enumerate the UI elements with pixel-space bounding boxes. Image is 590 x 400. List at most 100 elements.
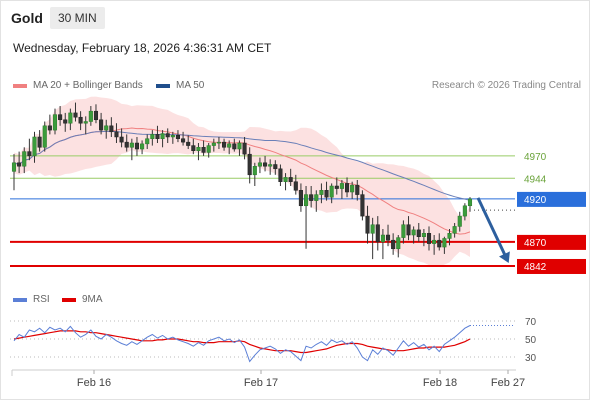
candle-body-up [283,177,288,182]
candle-body-down [360,194,365,217]
candle [350,181,355,199]
forecast-arrow-shaft [476,197,509,261]
candle [165,128,170,143]
bollinger-band [14,96,470,267]
candle [42,121,47,152]
candle [93,104,99,124]
candle [442,236,447,254]
ma9-swatch [62,297,76,302]
candle [380,229,385,260]
candle-body-down [119,136,124,143]
candle-body-up [370,224,375,234]
candle [437,233,442,251]
ma20-swatch [13,83,27,88]
candle-body-up [421,233,426,237]
candle [124,134,129,152]
candle-body-up [319,190,324,195]
rsi-line [13,325,471,363]
candle [191,138,196,155]
candle [114,123,119,143]
candle [462,203,467,221]
candle [426,226,432,251]
candle [355,179,360,201]
ma50-line [13,130,471,201]
forecast-arrow-head [499,251,510,264]
rsi-tick-50: 50 [525,335,537,346]
candle [104,119,109,139]
candle [324,181,329,201]
candle-body-up [329,185,334,198]
candle [344,177,350,198]
candle [304,186,309,249]
candle-body-up [442,238,447,248]
candle-body-down [27,151,32,157]
candle [99,112,104,135]
candle [391,233,396,255]
candle-body-down [273,164,278,170]
rsi-swatch [13,297,27,302]
candle [329,183,334,204]
ma50-label: MA 50 [176,80,205,91]
candle-body-up [380,234,385,243]
candle-body-up [339,183,344,189]
candle [416,222,421,242]
candle [263,155,268,172]
forecast-layer [476,197,510,264]
candle [222,138,227,151]
candle [385,224,391,247]
legend-ma9: 9MA [62,294,103,305]
candle [181,131,186,146]
support-value-4842: 4842 [524,262,547,273]
candle [273,160,278,175]
candle [134,136,140,156]
candle [406,216,411,241]
candle [396,235,401,258]
candle-body-up [160,133,165,139]
candle-body-down [47,125,52,131]
candle [457,211,462,232]
candle-body-up [145,138,150,145]
candle [365,205,370,244]
bollinger-band-layer [14,96,470,267]
legend-ma50: MA 50 [156,80,204,91]
candle-body-down [165,133,170,138]
interval-badge[interactable]: 30 MIN [50,7,105,29]
candle [268,159,273,175]
candle-body-up [11,162,17,172]
level-labels-layer: 4970 4944 4920 4870 4842 [517,152,586,274]
candle [88,106,93,126]
candle-body-up [211,142,216,146]
research-credit: Research © 2026 Trading Central [431,80,581,91]
rsi-tick-70: 70 [525,317,537,328]
candle [252,162,257,186]
candle-body-down [134,142,140,150]
candle-body-down [191,145,196,151]
candle [109,117,114,137]
x-tick-label: Feb 16 [77,377,111,389]
candle-body-down [232,143,237,150]
candle-body-up [396,237,401,250]
candle-body-up [83,121,88,124]
candle-body-down [124,141,129,148]
candle [467,197,473,212]
candle-body-up [196,147,201,151]
ma50-swatch [156,83,170,88]
candle [247,147,252,184]
ma9-label: 9MA [82,294,103,305]
candle-body-up [452,226,457,234]
candle-body-up [32,136,37,157]
legend-rsi: RSI [13,294,50,305]
x-tick-label: Feb 17 [244,377,278,389]
candle-body-down [78,116,83,124]
candle [140,140,145,155]
chart-timestamp: Wednesday, February 18, 2026 4:36:31 AM … [13,41,272,55]
candle [196,143,201,161]
candle-body-down [344,183,350,193]
candle [32,131,37,163]
support-tag-4870 [517,234,586,250]
resistance-value-4944: 4944 [524,174,547,185]
candle [216,136,221,150]
candle [47,114,52,135]
candle-body-down [416,229,421,237]
candle-body-down [355,184,360,195]
